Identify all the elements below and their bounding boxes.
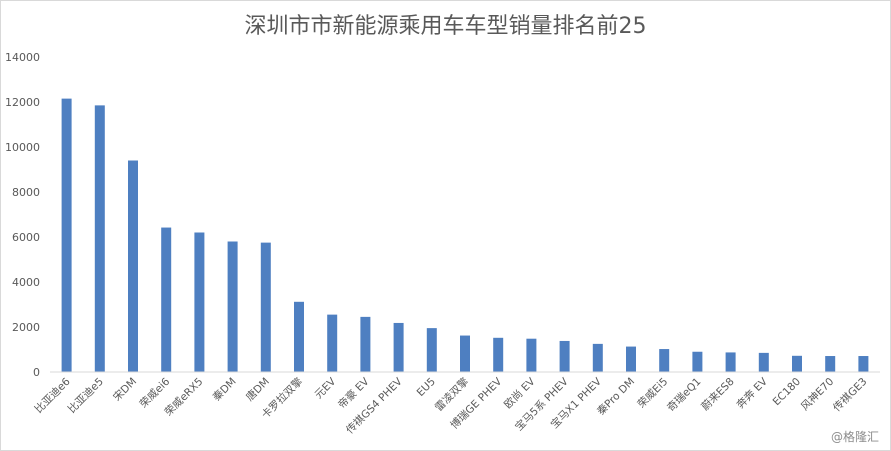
x-tick-label: 奔奔 EV (734, 374, 771, 411)
bar (858, 356, 869, 372)
bar (626, 346, 636, 372)
x-tick-label: 传祺GS4 PHEV (343, 374, 405, 436)
bar (659, 349, 670, 372)
bar (426, 328, 437, 372)
bar (360, 316, 371, 372)
x-tick-label: 奇瑞eQ1 (664, 375, 703, 414)
x-tick-label: EC180 (771, 376, 804, 409)
y-tick-label: 4000 (12, 276, 40, 289)
watermark: @格隆汇 (830, 430, 879, 444)
y-tick-label: 2000 (12, 321, 40, 334)
bar (460, 335, 470, 372)
x-tick-label: 传祺GE3 (830, 375, 869, 414)
x-tick-label: 风神E70 (798, 375, 836, 413)
x-tick-label: 宋DM (110, 375, 139, 404)
bar (194, 232, 205, 372)
x-tick-label: 比亚迪e5 (65, 375, 106, 416)
bar (559, 340, 570, 372)
bar (393, 322, 404, 372)
bar (825, 356, 836, 372)
bar (161, 227, 172, 372)
bar (294, 301, 304, 372)
y-axis: 0 2000 4000 6000 8000 10000 12000 14000 (5, 51, 40, 379)
bar (327, 314, 338, 372)
x-tick-label: 元EV (313, 375, 339, 401)
y-tick-label: 10000 (5, 141, 40, 154)
bar (128, 160, 138, 372)
y-tick-label: 0 (33, 366, 40, 379)
y-tick-label: 12000 (5, 96, 40, 109)
bar (61, 98, 72, 372)
bar (758, 352, 769, 372)
y-tick-label: 8000 (12, 186, 40, 199)
bars (61, 98, 869, 372)
bar (526, 338, 537, 372)
bar (227, 241, 238, 372)
bar (792, 355, 802, 372)
bar (592, 343, 603, 372)
bar (260, 242, 271, 372)
chart-title: 深圳市市新能源乘用车车型销量排名前25 (244, 14, 647, 39)
bar (692, 351, 703, 372)
y-tick-label: 6000 (12, 231, 40, 244)
bar (94, 105, 105, 372)
x-tick-label: 唐DM (243, 375, 272, 404)
x-tick-label: 秦DM (210, 375, 239, 404)
bar (493, 337, 504, 372)
x-tick-label: 比亚迪e6 (32, 375, 73, 416)
x-tick-label: EU5 (415, 376, 438, 399)
x-tick-label: 蔚来ES8 (699, 376, 736, 413)
bar (725, 352, 736, 372)
y-tick-label: 14000 (5, 51, 40, 64)
